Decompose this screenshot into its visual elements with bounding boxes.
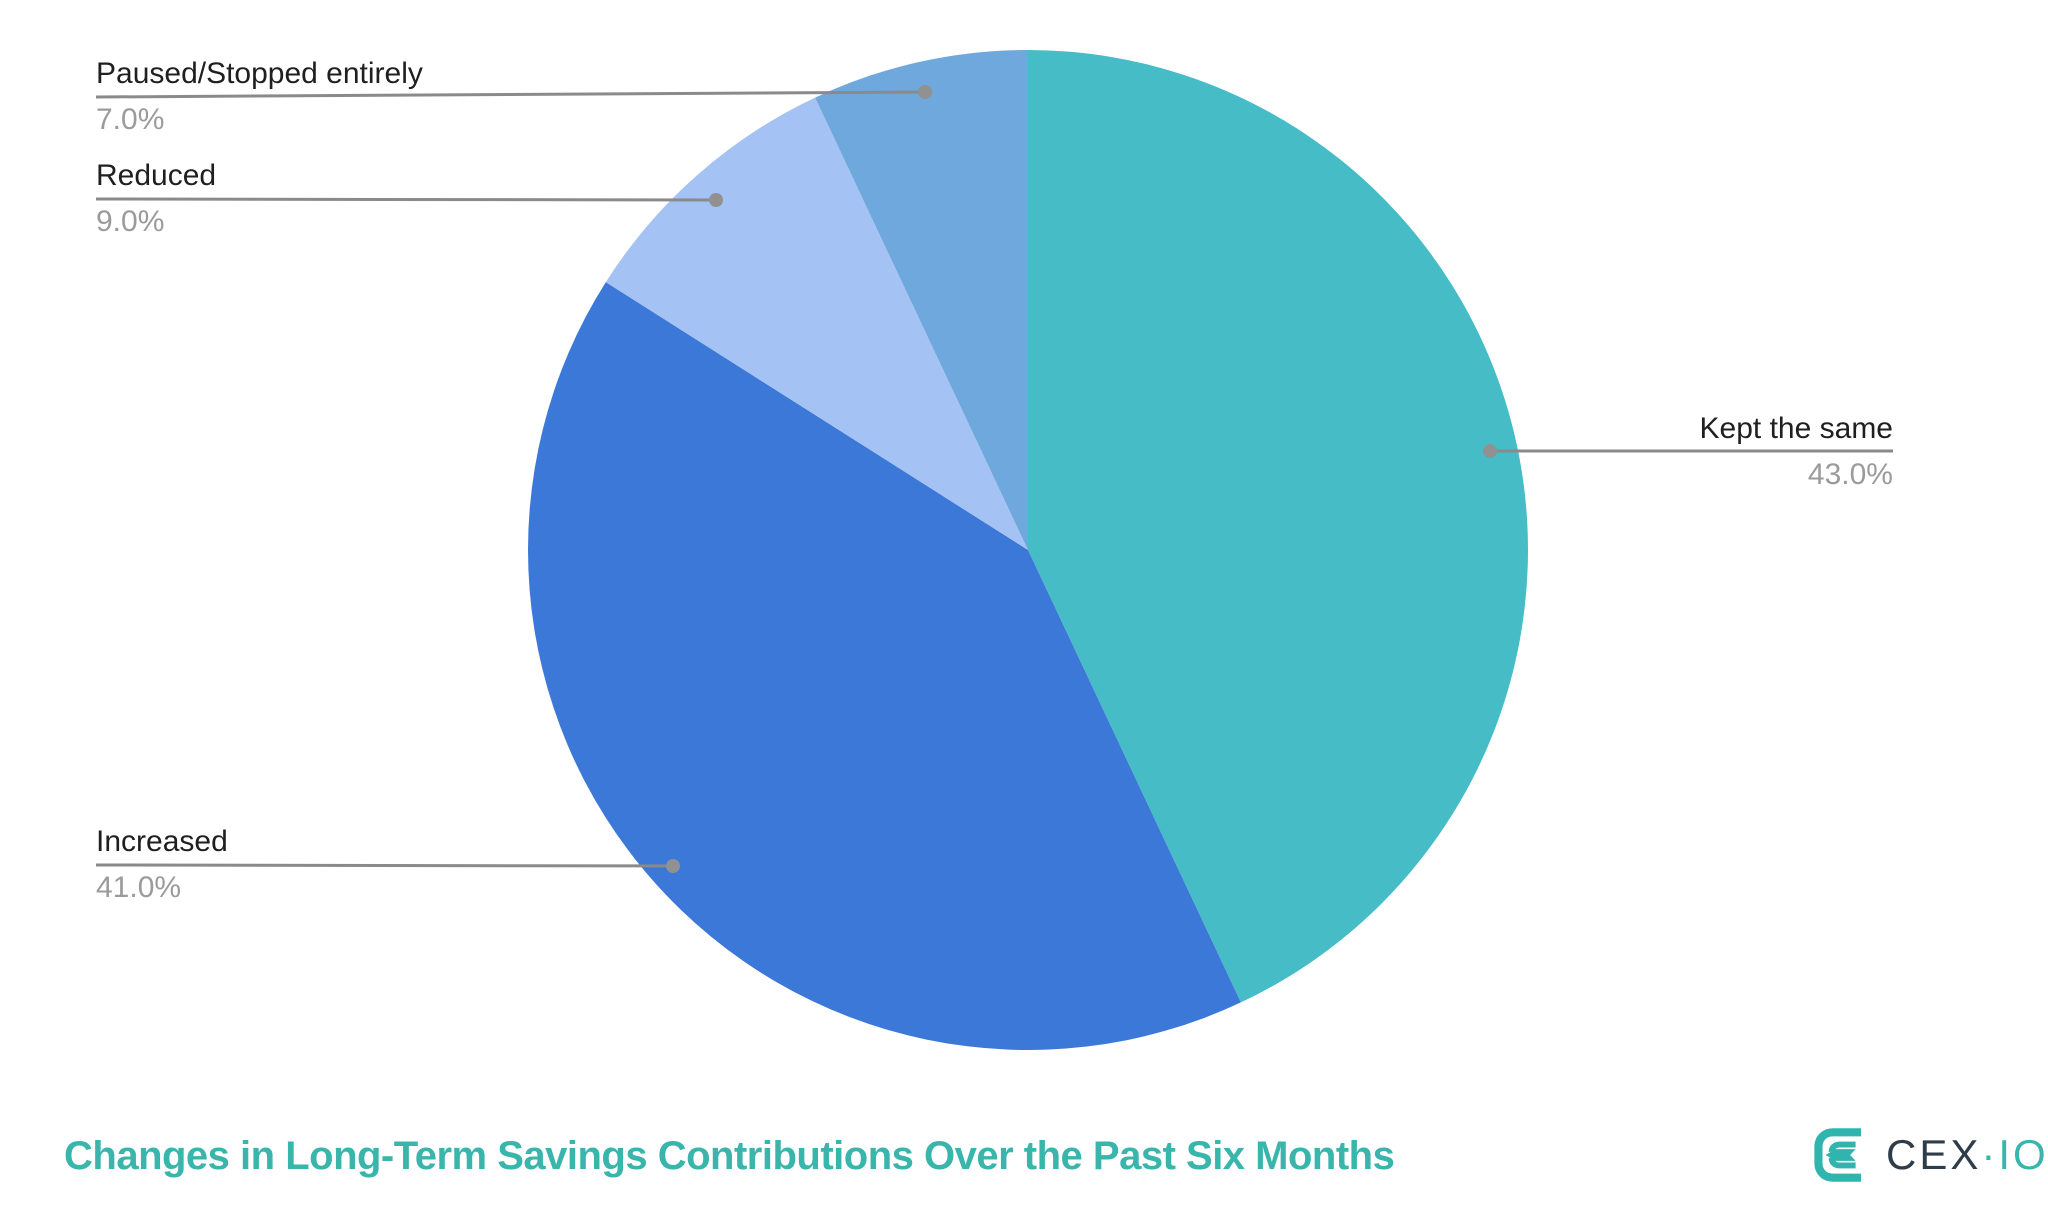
callout-kept-the-same: Kept the same 43.0%	[1700, 412, 1893, 491]
callout-paused-stopped: Paused/Stopped entirely 7.0%	[96, 57, 423, 136]
callout-reduced: Reduced 9.0%	[96, 159, 216, 238]
logo-text-cex: CEX	[1886, 1131, 1982, 1178]
slice-label-increased: Increased	[96, 825, 228, 858]
logo-text-separator: ·	[1981, 1131, 1999, 1178]
pie-slice-paused-stopped-entirely[interactable]	[815, 50, 1028, 550]
pie-chart	[528, 50, 1528, 1050]
cexio-logo: CEX·IO	[1813, 1126, 2048, 1184]
cexio-logo-icon	[1814, 1128, 1862, 1182]
slice-pct-kept-the-same: 43.0%	[1807, 458, 1893, 491]
slice-pct-reduced: 9.0%	[96, 205, 165, 238]
pie-slice-increased[interactable]	[528, 282, 1241, 1050]
cexio-logo-text: CEX·IO	[1886, 1134, 2048, 1176]
pie-slice-reduced[interactable]	[605, 97, 1028, 550]
slice-label-reduced: Reduced	[96, 159, 217, 192]
callout-increased: Increased 41.0%	[96, 825, 228, 904]
slice-pct-paused: 7.0%	[96, 103, 165, 136]
chart-title: Changes in Long-Term Savings Contributio…	[64, 1134, 1395, 1178]
slice-pct-increased: 41.0%	[96, 871, 182, 904]
logo-text-io: IO	[1998, 1131, 2048, 1178]
pie-slice-kept-the-same[interactable]	[1028, 50, 1528, 1003]
slice-label-kept-the-same: Kept the same	[1699, 412, 1893, 445]
slice-label-paused: Paused/Stopped entirely	[96, 57, 423, 90]
